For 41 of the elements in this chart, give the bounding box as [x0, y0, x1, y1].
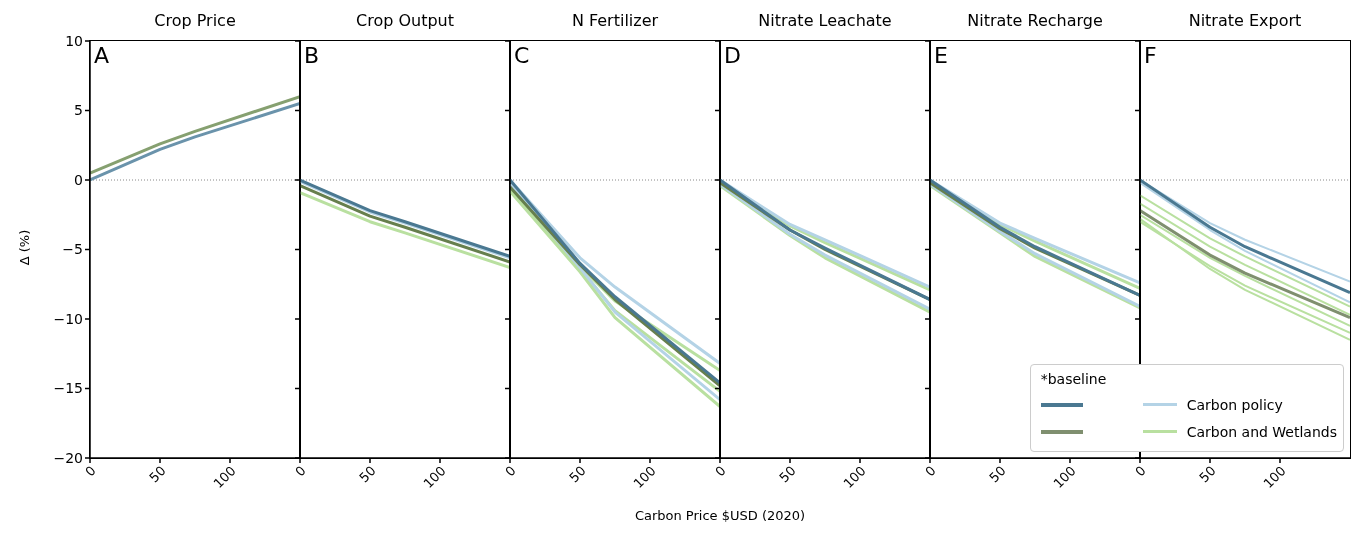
legend-label: Carbon and Wetlands	[1186, 423, 1337, 440]
y-tick-label: −10	[53, 310, 83, 327]
y-tick-label: 5	[74, 102, 83, 119]
x-tick-label: 0	[712, 463, 729, 480]
annotation: A	[94, 43, 110, 69]
x-tick-label: 0	[922, 463, 939, 480]
x-tick-label: 100	[210, 463, 239, 492]
y-tick-label: −20	[53, 449, 83, 466]
annotation: E	[934, 43, 948, 69]
chart-title: Crop Price	[153, 10, 237, 32]
legend-title: *baseline	[1040, 371, 1108, 387]
x-tick-label: 50	[986, 463, 1009, 486]
x-tick-label: 50	[356, 463, 379, 486]
x-tick-label: 0	[502, 463, 519, 480]
y-tick-label: −5	[62, 241, 83, 258]
x-tick-label: 100	[840, 463, 869, 492]
y-tick-label: 0	[74, 171, 83, 188]
x-tick-label: 100	[420, 463, 449, 492]
chart-title: Nitrate Recharge	[966, 10, 1104, 32]
x-tick-label: 100	[1260, 463, 1289, 492]
x-tick-label: 50	[146, 463, 169, 486]
x-tick-label: 50	[1196, 463, 1219, 486]
chart-title: N Fertilizer	[570, 10, 660, 32]
y-axis-title: Δ (%)	[16, 228, 32, 267]
legend-label: Carbon policy	[1186, 396, 1283, 413]
y-tick-label: 10	[65, 32, 83, 49]
x-axis-title: Carbon Price $USD (2020)	[633, 508, 807, 523]
x-tick-label: 50	[776, 463, 799, 486]
annotation: C	[514, 43, 530, 69]
x-tick-label: 100	[630, 463, 659, 492]
x-tick-label: 0	[292, 463, 309, 480]
chart-title: Crop Output	[355, 10, 455, 32]
y-tick-label: −15	[53, 380, 83, 397]
annotation: D	[724, 43, 741, 69]
x-tick-label: 0	[1132, 463, 1149, 480]
chart-title: Nitrate Leachate	[757, 10, 893, 32]
chart-title: Nitrate Export	[1187, 10, 1303, 32]
annotation: B	[304, 43, 320, 69]
x-tick-label: 100	[1050, 463, 1079, 492]
annotation: F	[1144, 43, 1157, 69]
x-tick-label: 50	[566, 463, 589, 486]
